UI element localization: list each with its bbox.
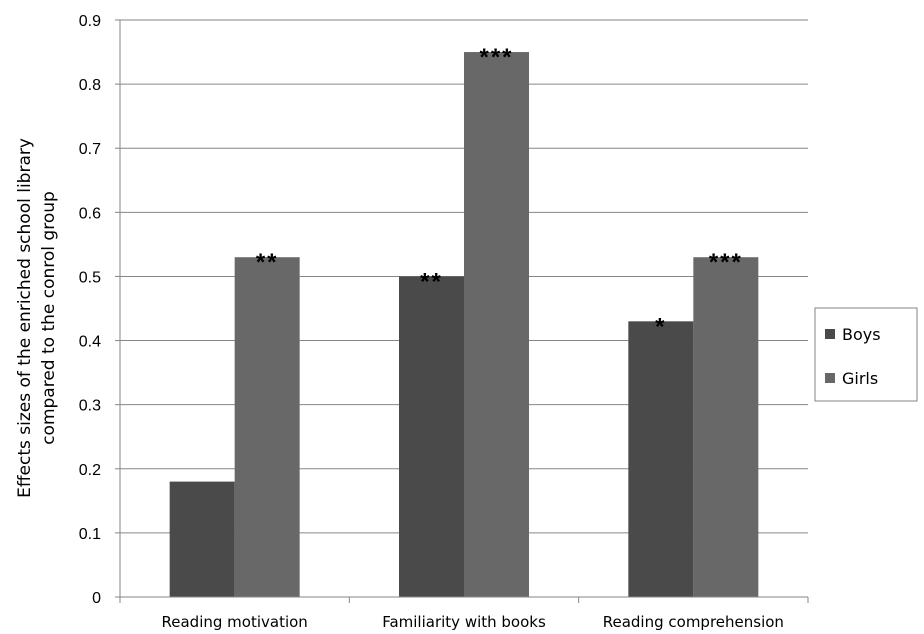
y-tick-label: 0.9 <box>79 13 101 30</box>
bar-girls <box>693 257 759 597</box>
legend-swatch-girls <box>825 373 835 383</box>
bar-girls <box>464 52 529 598</box>
y-tick-label: 0.7 <box>79 141 101 158</box>
significance-label: ** <box>256 249 279 276</box>
category-label: Reading motivation <box>162 613 308 631</box>
significance-labels: *********** <box>256 44 743 340</box>
category-label: Reading comprehension <box>603 613 784 631</box>
y-tick-label: 0.2 <box>79 462 101 479</box>
bars <box>169 52 759 598</box>
legend: Boys Girls <box>814 307 918 402</box>
significance-label: *** <box>709 249 743 276</box>
legend-swatch-boys <box>825 329 835 339</box>
legend-label-girls: Girls <box>842 369 878 388</box>
y-axis-title-line-1: Effects sizes of the enriched school lib… <box>15 138 35 498</box>
significance-label: * <box>655 313 666 340</box>
significance-label: *** <box>479 44 513 71</box>
y-axis-title-line-2: compared to the conrol group <box>39 191 59 445</box>
y-tick-label: 0.5 <box>79 269 101 286</box>
bar-boys <box>628 321 694 597</box>
y-tick-label: 0 <box>92 590 101 607</box>
category-labels: Reading motivation Familiarity with books… <box>162 613 784 631</box>
y-axis-title: Effects sizes of the enriched school lib… <box>15 138 59 498</box>
bar-girls <box>234 257 300 597</box>
legend-box <box>814 307 918 402</box>
bar-boys <box>399 276 464 597</box>
axes <box>119 20 808 598</box>
y-tick-label: 0.1 <box>79 526 101 543</box>
y-tick-label: 0.3 <box>79 398 101 415</box>
bar-boys <box>169 481 235 597</box>
y-tick-label: 0.6 <box>79 205 101 222</box>
y-tick-label: 0.4 <box>79 334 101 351</box>
x-axis-ticks <box>119 597 809 603</box>
category-label: Familiarity with books <box>382 613 546 631</box>
significance-label: ** <box>420 268 443 295</box>
y-tick-label: 0.8 <box>79 77 101 94</box>
y-axis-ticks: 0 0.1 0.2 0.3 0.4 0.5 0.6 0.7 0.8 0.9 <box>79 13 120 607</box>
legend-label-boys: Boys <box>842 325 881 344</box>
